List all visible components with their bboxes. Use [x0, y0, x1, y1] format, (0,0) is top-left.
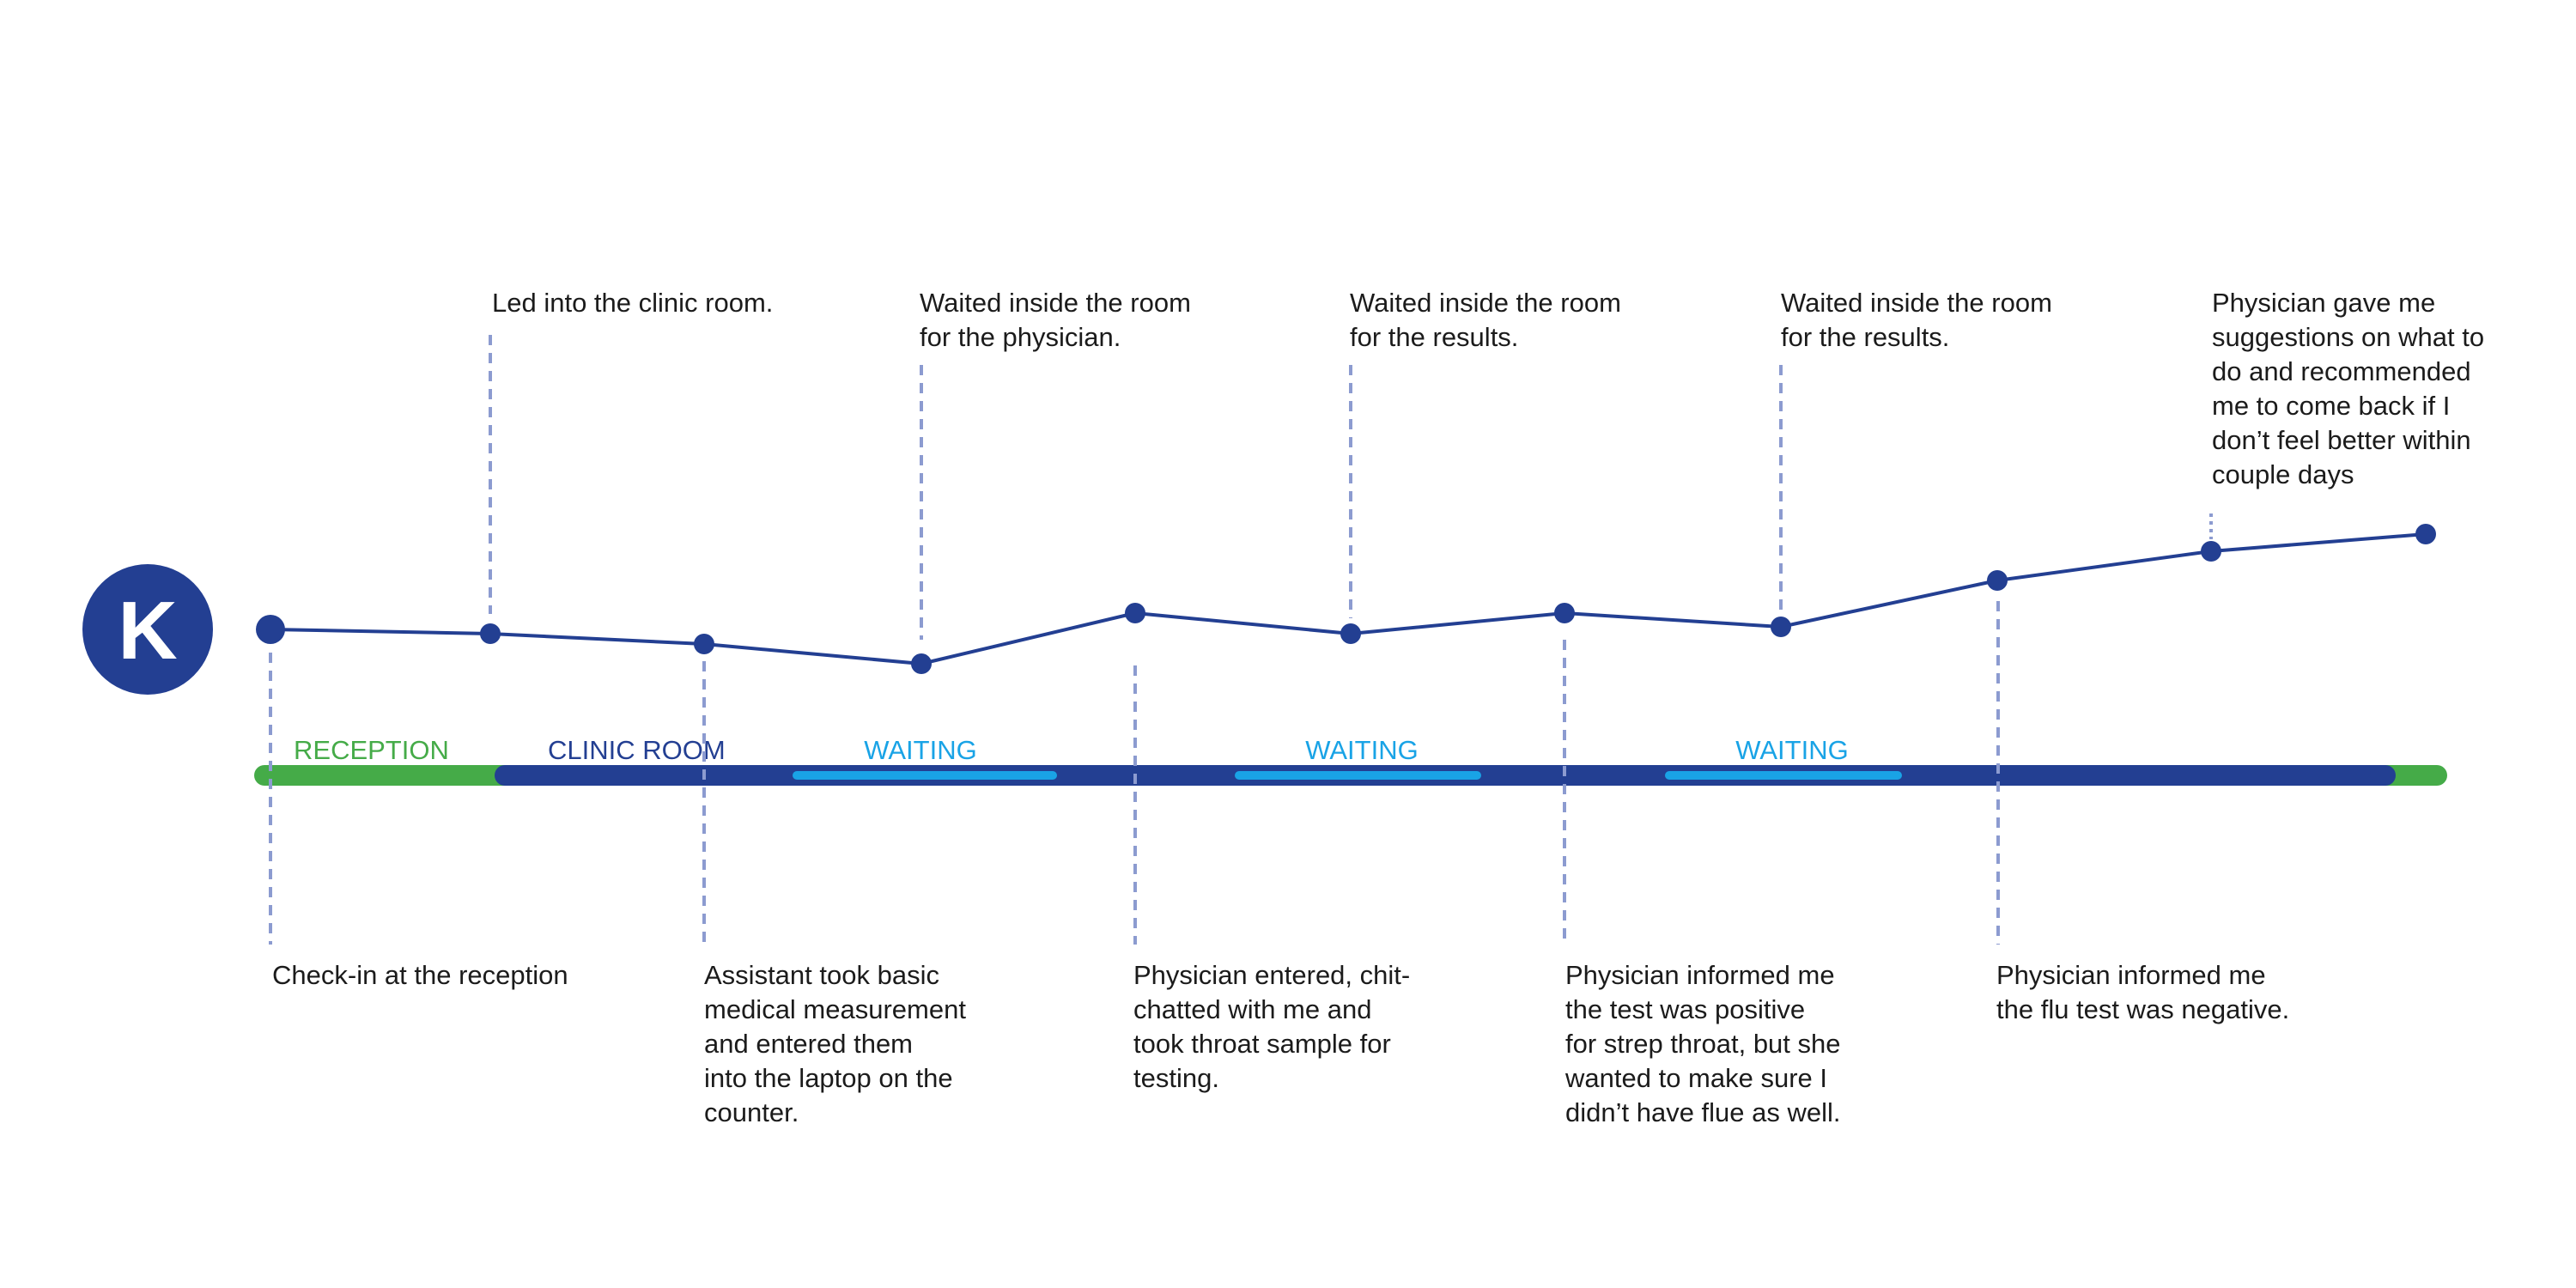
event-text-line: couple days: [2212, 459, 2354, 489]
event-text-line: for the results.: [1781, 322, 1949, 352]
event-text-line: Waited inside the room: [1350, 288, 1621, 318]
journey-point: [2201, 541, 2221, 562]
event-text-physician-entered: Physician entered, chit- chatted with me…: [1133, 960, 1418, 1093]
journey-point: [256, 615, 285, 644]
journey-points: [256, 524, 2436, 674]
persona-avatar: K: [82, 564, 213, 695]
journey-point: [1125, 603, 1145, 623]
journey-point: [1987, 570, 2008, 591]
event-text-line: Physician entered, chit-: [1133, 960, 1410, 990]
event-text-line: suggestions on what to: [2212, 322, 2484, 352]
event-text-waited-for-results: Waited inside the room for the results.: [1781, 288, 2060, 352]
journey-point: [1340, 623, 1361, 644]
phase-label-waiting: WAITING: [1305, 735, 1418, 765]
event-text-line: Physician informed me: [1565, 960, 1835, 990]
event-text-line: for strep throat, but she: [1565, 1029, 1841, 1059]
journey-point: [1771, 617, 1791, 637]
event-text-line: the test was positive: [1565, 994, 1805, 1024]
event-text-line: me to come back if I: [2212, 391, 2450, 421]
event-text-waited-for-results: Waited inside the room for the results.: [1350, 288, 1629, 352]
event-text-line: Physician gave me: [2212, 288, 2435, 318]
event-text-line: do and recommended: [2212, 356, 2471, 386]
event-text-line: for the results.: [1350, 322, 1518, 352]
event-text-line: wanted to make sure I: [1564, 1063, 1827, 1093]
phase-label-clinic-room: CLINIC ROOM: [548, 735, 726, 765]
event-text-line: Assistant took basic: [704, 960, 939, 990]
event-text-line: and entered them: [704, 1029, 913, 1059]
event-text-line: the flu test was negative.: [1996, 994, 2289, 1024]
event-text-line: counter.: [704, 1097, 799, 1127]
event-text-line: Led into the clinic room.: [492, 288, 773, 318]
event-text-physician-suggestions: Physician gave me suggestions on what to…: [2212, 288, 2492, 489]
event-text-strep-result: Physician informed me the test was posit…: [1564, 960, 1848, 1127]
event-text-line: don’t feel better within: [2212, 425, 2471, 455]
journey-point: [2415, 524, 2436, 544]
connectors: [269, 335, 2213, 945]
event-text-assistant-measurement: Assistant took basic medical measurement…: [704, 960, 974, 1127]
event-text-led-into-room: Led into the clinic room.: [492, 288, 773, 318]
event-text-line: didn’t have flue as well.: [1565, 1097, 1841, 1127]
event-text-line: into the laptop on the: [704, 1063, 953, 1093]
event-text-line: Physician informed me: [1996, 960, 2266, 990]
avatar-circle: [82, 564, 213, 695]
journey-point: [480, 623, 501, 644]
event-text-check-in: Check-in at the reception: [272, 960, 568, 990]
event-text-waited-for-physician: Waited inside the room for the physician…: [920, 288, 1199, 352]
journey-line: [270, 532, 2427, 665]
event-text-line: Waited inside the room: [1781, 288, 2052, 318]
journey-point: [911, 653, 932, 674]
phase-label-waiting: WAITING: [864, 735, 976, 765]
avatar-initial: K: [118, 585, 177, 677]
event-texts: Check-in at the reception Led into the c…: [272, 288, 2492, 1127]
phase-label-reception: RECEPTION: [294, 735, 449, 765]
phase-labels: RECEPTION CLINIC ROOM WAITING WAITING WA…: [294, 735, 1849, 765]
event-text-flu-result: Physician informed me the flu test was n…: [1996, 960, 2289, 1024]
event-text-line: chatted with me and: [1133, 994, 1371, 1024]
event-text-line: took throat sample for: [1133, 1029, 1391, 1059]
phase-label-waiting: WAITING: [1735, 735, 1848, 765]
event-text-line: medical measurement: [704, 994, 966, 1024]
event-text-line: testing.: [1133, 1063, 1219, 1093]
event-text-line: for the physician.: [920, 322, 1121, 352]
event-text-line: Check-in at the reception: [272, 960, 568, 990]
journey-point: [1554, 603, 1575, 623]
journey-point: [694, 634, 714, 654]
event-text-line: Waited inside the room: [920, 288, 1191, 318]
